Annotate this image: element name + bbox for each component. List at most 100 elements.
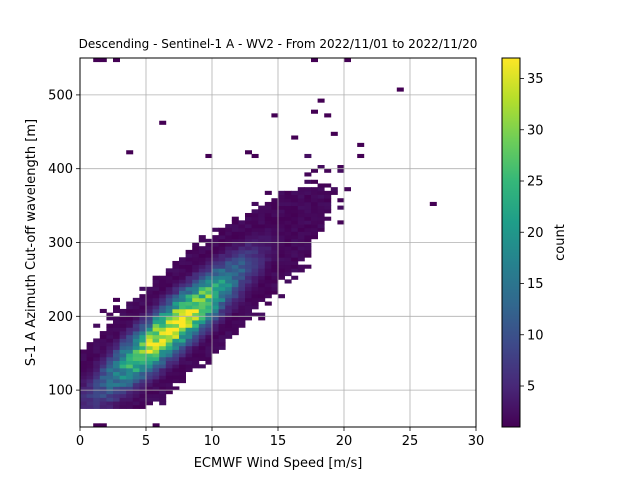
- x-tick-label: 0: [76, 434, 84, 449]
- heatmap-cell: [218, 319, 226, 325]
- heatmap-cell: [119, 342, 127, 347]
- heatmap-cell: [159, 323, 167, 328]
- heatmap-cell: [225, 283, 233, 288]
- heatmap-cell: [198, 279, 206, 284]
- heatmap-cell: [212, 297, 219, 302]
- heatmap-cell: [238, 264, 246, 269]
- heatmap-cell: [212, 257, 219, 262]
- heatmap-cell: [304, 201, 312, 206]
- heatmap-cell: [179, 364, 186, 369]
- heatmap-cell: [159, 283, 167, 288]
- heatmap-cell: [304, 264, 312, 269]
- heatmap-cell: [185, 356, 193, 361]
- heatmap-cell: [192, 316, 200, 321]
- heatmap-cell: [251, 231, 259, 236]
- heatmap-cell: [152, 308, 160, 314]
- heatmap-cell: [113, 375, 120, 380]
- heatmap-cell: [205, 301, 213, 306]
- heatmap-cell: [337, 198, 345, 203]
- heatmap-cell: [146, 301, 153, 306]
- heatmap-cell: [198, 286, 206, 291]
- heatmap-cell: [146, 382, 153, 387]
- heatmap-cell: [212, 253, 219, 258]
- heatmap-cell: [251, 220, 259, 225]
- heatmap-cell: [245, 249, 252, 254]
- heatmap-cell: [179, 375, 186, 380]
- heatmap-cell: [291, 227, 299, 232]
- heatmap-cell: [132, 345, 140, 350]
- heatmap-cell: [119, 382, 127, 387]
- heatmap-cell: [245, 268, 252, 273]
- heatmap-cell: [132, 379, 140, 384]
- heatmap-cell: [271, 216, 279, 221]
- heatmap-cell: [152, 349, 160, 354]
- heatmap-cell: [126, 305, 134, 310]
- heatmap-cell: [278, 198, 285, 203]
- heatmap-cell: [344, 187, 351, 192]
- heatmap-cell: [172, 345, 180, 350]
- heatmap-cell: [165, 331, 173, 336]
- heatmap-cell: [192, 327, 200, 332]
- heatmap-cell: [251, 238, 259, 243]
- heatmap-cell: [271, 224, 279, 229]
- heatmap-cell: [238, 297, 246, 302]
- heatmap-cell: [172, 323, 180, 328]
- heatmap-cell: [297, 187, 305, 192]
- heatmap-cell: [297, 212, 305, 218]
- heatmap-cell: [271, 212, 279, 218]
- heatmap-cell: [172, 316, 180, 321]
- heatmap-cell: [245, 305, 252, 310]
- heatmap-cell: [297, 201, 305, 206]
- heatmap-cell: [106, 379, 114, 384]
- heatmap-cell: [284, 246, 292, 251]
- x-tick-label: 5: [142, 434, 150, 449]
- heatmap-cell: [179, 305, 186, 310]
- heatmap-cell: [198, 238, 206, 243]
- heatmap-cell: [198, 338, 206, 343]
- heatmap-cell: [297, 257, 305, 262]
- heatmap-cell: [330, 187, 338, 192]
- heatmap-cell: [113, 319, 120, 325]
- heatmap-cell: [311, 190, 318, 195]
- heatmap-cell: [172, 297, 180, 302]
- heatmap-cell: [238, 253, 246, 258]
- heatmap-cell: [198, 308, 206, 314]
- heatmap-cell: [159, 393, 167, 398]
- y-tick-label: 100: [48, 384, 73, 399]
- heatmap-cell: [185, 312, 193, 317]
- x-axis-label: ECMWF Wind Speed [m/s]: [194, 456, 363, 471]
- heatmap-cell: [119, 364, 127, 369]
- heatmap-cell: [139, 312, 147, 317]
- heatmap-cell: [99, 342, 107, 347]
- heatmap-cell: [205, 249, 213, 254]
- heatmap-cell: [218, 323, 226, 328]
- heatmap-cell: [297, 238, 305, 243]
- heatmap-cell: [139, 379, 147, 384]
- heatmap-cell: [165, 375, 173, 380]
- heatmap-cell: [146, 331, 153, 336]
- heatmap-cell: [198, 272, 206, 277]
- heatmap-cell: [278, 194, 285, 199]
- heatmap-cell: [113, 390, 120, 395]
- heatmap-cell: [152, 386, 160, 391]
- heatmap-cell: [132, 397, 140, 402]
- heatmap-cell: [251, 279, 259, 284]
- heatmap-cell: [99, 334, 107, 339]
- heatmap-cell: [304, 172, 312, 177]
- heatmap-cell: [159, 375, 167, 380]
- heatmap-cell: [192, 294, 200, 299]
- heatmap-cell: [172, 286, 180, 291]
- heatmap-cell: [304, 190, 312, 195]
- heatmap-cell: [225, 290, 233, 295]
- heatmap-cell: [139, 375, 147, 380]
- heatmap-cell: [146, 349, 153, 354]
- heatmap-cell: [278, 264, 285, 269]
- heatmap-cell: [106, 323, 114, 328]
- heatmap-cell: [212, 312, 219, 317]
- heatmap-cell: [311, 231, 318, 236]
- heatmap-cell: [231, 279, 239, 284]
- heatmap-cell: [86, 375, 94, 380]
- heatmap-cell: [185, 364, 193, 369]
- heatmap-cell: [165, 316, 173, 321]
- heatmap-cell: [165, 386, 173, 391]
